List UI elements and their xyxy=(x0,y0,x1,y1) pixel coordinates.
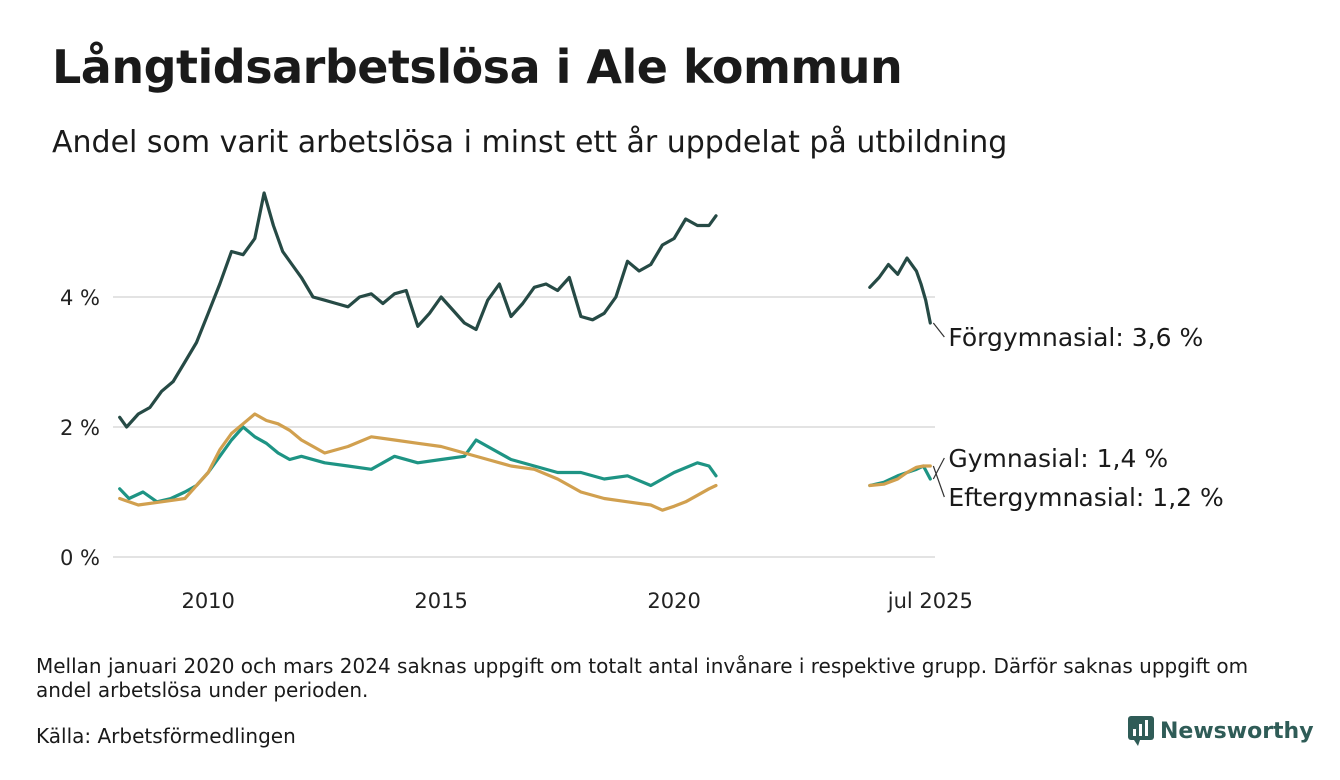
x-tick-label: jul 2025 xyxy=(887,589,973,613)
series-end-label: Eftergymnasial: 1,2 % xyxy=(948,483,1223,512)
series-line-förgymnasial xyxy=(868,256,932,325)
line-layer xyxy=(118,191,932,512)
chart-title: Långtidsarbetslösa i Ale kommun xyxy=(52,40,903,94)
brand-name: Newsworthy xyxy=(1160,718,1314,744)
label-layer: 0 % 2 % 4 % 2010 2015 2020 jul 2025 Förgymnasia… xyxy=(60,286,1224,613)
x-tick-label: 2015 xyxy=(414,589,467,613)
y-tick-label: 4 % xyxy=(60,286,100,310)
x-tick-label: 2020 xyxy=(647,589,700,613)
line-chart: 0 % 2 % 4 % 2010 2015 2020 jul 2025 Förgymnasia… xyxy=(60,191,1224,613)
series-line-gymnasial xyxy=(118,425,718,504)
bar-chart-icon xyxy=(1128,716,1154,746)
series-line-eftergymnasial xyxy=(868,464,932,488)
grid-layer xyxy=(113,296,935,558)
end-label-leader xyxy=(932,457,945,480)
x-tick-label: 2010 xyxy=(181,589,234,613)
end-label-leader xyxy=(932,465,945,498)
footnote: Mellan januari 2020 och mars 2024 saknas… xyxy=(36,654,1249,702)
series-line-eftergymnasial xyxy=(118,412,718,512)
source-note: Källa: Arbetsförmedlingen xyxy=(36,724,296,748)
chart-subtitle: Andel som varit arbetslösa i minst ett å… xyxy=(52,125,1008,160)
y-tick-label: 2 % xyxy=(60,416,100,440)
y-tick-label: 0 % xyxy=(60,546,100,570)
series-end-label: Gymnasial: 1,4 % xyxy=(948,444,1168,473)
end-label-leader xyxy=(932,322,945,338)
series-end-label: Förgymnasial: 3,6 % xyxy=(948,323,1203,352)
brand-logo: Newsworthy xyxy=(1128,716,1314,746)
series-line-förgymnasial xyxy=(118,191,718,429)
